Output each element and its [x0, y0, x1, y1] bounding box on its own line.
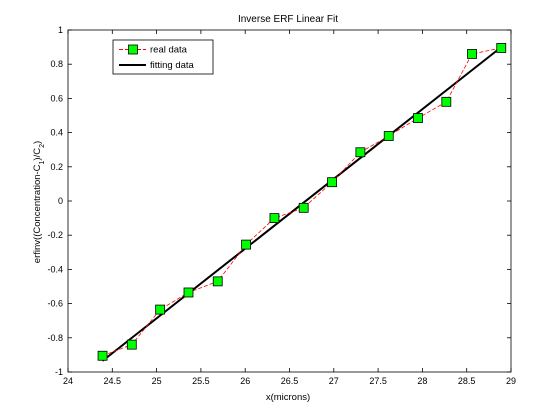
y-tick-label: -0.2: [47, 230, 63, 240]
chart-title: Inverse ERF Linear Fit: [238, 14, 338, 25]
real-data-point: [242, 240, 251, 249]
x-tick-label: 26: [240, 376, 250, 386]
legend: real data fitting data: [113, 40, 213, 74]
y-tick-label: 0.6: [50, 93, 63, 103]
legend-fitting-data-label: fitting data: [150, 60, 195, 71]
real-data-point: [98, 351, 107, 360]
y-tick-label: 1: [58, 25, 63, 35]
y-tick-label: -1: [55, 367, 63, 377]
real-data-point: [442, 97, 451, 106]
real-data-point: [328, 178, 337, 187]
real-data-point: [299, 203, 308, 212]
real-data-point: [497, 43, 506, 52]
x-tick-label: 27: [329, 376, 339, 386]
real-data-point: [356, 148, 365, 157]
x-tick-label: 25.5: [192, 376, 210, 386]
real-data-point: [468, 49, 477, 58]
x-tick-label: 28: [417, 376, 427, 386]
x-tick-label: 24.5: [104, 376, 122, 386]
real-data-point: [413, 114, 422, 123]
x-tick-label: 27.5: [369, 376, 387, 386]
plot-area: 24 24.5 25 25.5 26 26.5 27 27.5 28 28.5 29 -1 -0.8 -0…: [47, 25, 516, 386]
legend-real-data-label: real data: [150, 45, 188, 56]
real-data-point: [213, 277, 222, 286]
y-tick-label: 0.8: [50, 59, 63, 69]
x-tick-label: 24: [63, 376, 73, 386]
y-tick-label: 0.2: [50, 162, 63, 172]
y-tick-label: 0.4: [50, 128, 63, 138]
y-tick-label: 0: [58, 196, 63, 206]
real-data-point: [270, 214, 279, 223]
legend-real-data-marker: [129, 45, 138, 54]
x-tick-label: 25: [152, 376, 162, 386]
y-tick-label: -0.4: [47, 264, 63, 274]
y-tick-label: -0.6: [47, 299, 63, 309]
plot-frame: [68, 30, 511, 372]
x-tick-label: 28.5: [458, 376, 476, 386]
real-data-point: [156, 305, 165, 314]
real-data-point: [127, 340, 136, 349]
x-tick-label: 26.5: [281, 376, 299, 386]
x-tick-label: 29: [506, 376, 516, 386]
real-data-point: [384, 132, 393, 141]
y-tick-label: -0.8: [47, 333, 63, 343]
x-axis-label: x(microns): [266, 392, 310, 403]
real-data-point: [184, 288, 193, 297]
